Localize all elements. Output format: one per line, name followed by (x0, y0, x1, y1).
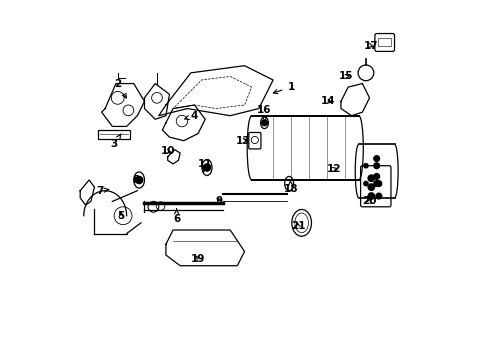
Circle shape (373, 163, 379, 168)
Text: 7: 7 (96, 186, 109, 196)
Text: 12: 12 (326, 164, 340, 174)
Circle shape (203, 164, 210, 171)
Circle shape (261, 120, 267, 126)
Text: 5: 5 (118, 211, 124, 221)
Circle shape (135, 176, 142, 184)
Text: 1: 1 (273, 82, 294, 94)
Text: 21: 21 (290, 221, 305, 231)
Text: 16: 16 (256, 105, 271, 122)
Circle shape (363, 163, 367, 168)
Text: 8: 8 (132, 175, 139, 185)
Text: 18: 18 (283, 181, 298, 194)
Circle shape (363, 181, 367, 186)
Text: 10: 10 (160, 147, 175, 157)
Circle shape (375, 193, 381, 199)
Text: 19: 19 (190, 253, 205, 264)
Circle shape (367, 184, 374, 190)
Text: 13: 13 (235, 136, 249, 146)
Circle shape (367, 175, 374, 181)
Text: 4: 4 (184, 111, 198, 121)
Circle shape (373, 174, 379, 179)
Text: 9: 9 (216, 197, 223, 206)
Text: 11: 11 (198, 159, 212, 172)
Text: 17: 17 (363, 41, 378, 51)
Text: 20: 20 (362, 197, 376, 206)
Circle shape (373, 156, 379, 161)
Text: 3: 3 (110, 134, 121, 149)
Circle shape (373, 181, 379, 186)
Circle shape (375, 181, 381, 186)
Text: 2: 2 (114, 78, 126, 98)
Circle shape (367, 193, 374, 199)
Text: 15: 15 (338, 71, 353, 81)
Text: 6: 6 (173, 209, 180, 224)
Text: 14: 14 (321, 96, 335, 107)
